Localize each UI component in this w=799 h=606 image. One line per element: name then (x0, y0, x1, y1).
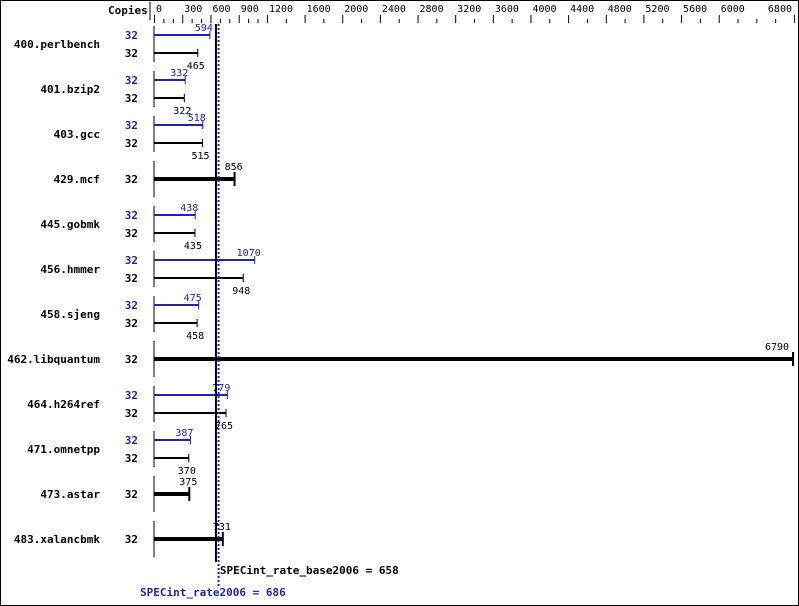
base-copies: 32 (125, 488, 138, 501)
tick-label: 5600 (683, 4, 707, 15)
benchmark-label: 403.gcc (54, 128, 100, 141)
benchmark-label: 458.sjeng (40, 308, 100, 321)
benchmark-label: 471.omnetpp (27, 443, 100, 456)
peak-value: 475 (184, 293, 202, 304)
base-value: 515 (191, 151, 209, 162)
tick-label: 600 (212, 4, 230, 15)
benchmark-label: 445.gobmk (40, 218, 100, 231)
peak-value: 332 (170, 68, 188, 79)
benchmark-label: 456.hmmer (40, 263, 100, 276)
peak-copies: 32 (125, 389, 138, 402)
base-value: 856 (225, 162, 243, 173)
peak-value: 518 (188, 113, 206, 124)
base-copies: 32 (125, 92, 138, 105)
tick-label: 1200 (269, 4, 293, 15)
tick-label: 6800 (768, 4, 792, 15)
base-value: 322 (173, 106, 191, 117)
tick-label: 4800 (608, 4, 632, 15)
benchmark-label: 429.mcf (54, 173, 100, 186)
tick-label: 6000 (721, 4, 745, 15)
peak-value: 387 (175, 428, 193, 439)
base-value: 375 (179, 477, 197, 488)
base-reference-label: SPECint_rate_base2006 = 658 (220, 564, 399, 577)
peak-value: 1070 (237, 248, 261, 259)
base-value: 435 (184, 241, 202, 252)
peak-copies: 32 (125, 119, 138, 132)
base-value: 458 (186, 331, 204, 342)
peak-copies: 32 (125, 434, 138, 447)
benchmark-label: 400.perlbench (14, 38, 100, 51)
base-copies: 32 (125, 407, 138, 420)
benchmark-label: 462.libquantum (7, 353, 100, 366)
peak-value: 438 (180, 203, 198, 214)
benchmark-label: 464.h264ref (27, 398, 100, 411)
base-copies: 32 (125, 47, 138, 60)
peak-value: 779 (212, 383, 230, 394)
base-value: 370 (178, 466, 196, 477)
peak-copies: 32 (125, 209, 138, 222)
tick-label: 3600 (495, 4, 519, 15)
base-copies: 32 (125, 227, 138, 240)
tick-label: 4400 (570, 4, 594, 15)
base-copies: 32 (125, 272, 138, 285)
base-copies: 32 (125, 452, 138, 465)
benchmark-label: 483.xalancbmk (14, 533, 100, 546)
tick-label: 0 (156, 4, 162, 15)
tick-label: 2000 (344, 4, 368, 15)
base-copies: 32 (125, 317, 138, 330)
peak-copies: 32 (125, 29, 138, 42)
base-copies: 32 (125, 353, 138, 366)
tick-label: 3200 (457, 4, 481, 15)
peak-copies: 32 (125, 299, 138, 312)
tick-label: 2800 (420, 4, 444, 15)
peak-copies: 32 (125, 74, 138, 87)
peak-value: 594 (195, 23, 213, 34)
tick-label: 5200 (645, 4, 669, 15)
peak-copies: 32 (125, 254, 138, 267)
tick-label: 4000 (532, 4, 556, 15)
base-copies: 32 (125, 137, 138, 150)
tick-label: 2400 (382, 4, 406, 15)
base-value: 948 (232, 286, 250, 297)
base-copies: 32 (125, 533, 138, 546)
benchmark-label: 473.astar (40, 488, 100, 501)
base-value: 731 (213, 522, 231, 533)
tick-label: 300 (184, 4, 202, 15)
base-value: 465 (187, 61, 205, 72)
base-value: 765 (215, 421, 233, 432)
axis-label: Copies (108, 4, 148, 17)
base-value: 6790 (765, 342, 789, 353)
tick-label: 900 (241, 4, 259, 15)
base-copies: 32 (125, 173, 138, 186)
benchmark-label: 401.bzip2 (40, 83, 100, 96)
tick-label: 1600 (307, 4, 331, 15)
peak-reference-label: SPECint_rate2006 = 686 (140, 586, 286, 599)
